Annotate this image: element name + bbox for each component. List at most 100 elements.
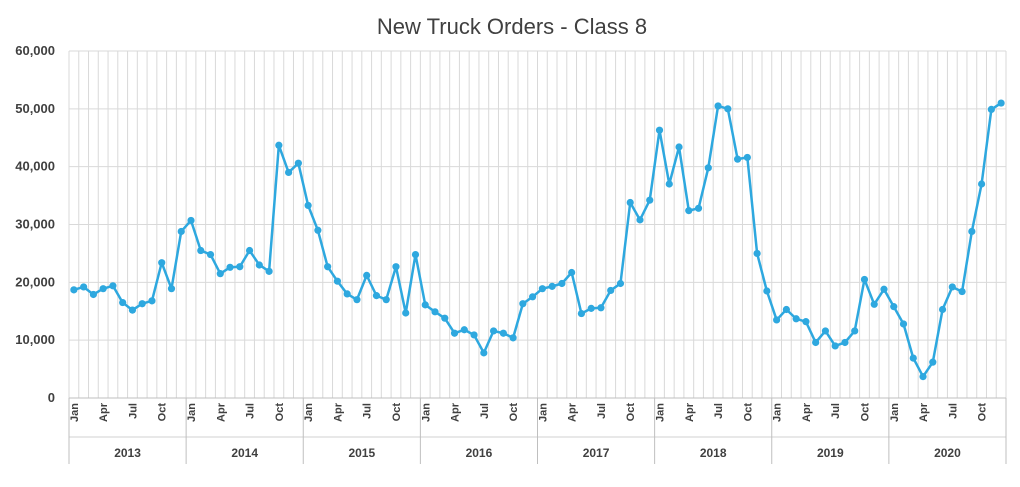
month-tick-label: Apr [918,402,930,422]
data-point [938,305,947,314]
data-point [763,287,771,295]
data-point [841,338,849,347]
data-point [860,275,869,284]
month-tick-label: Jan [772,403,784,422]
data-point [372,292,381,300]
y-tick-label: 10,000 [15,332,55,347]
y-tick-label: 30,000 [15,217,55,232]
y-tick-label: 20,000 [15,274,55,289]
data-point [119,298,127,307]
data-point [128,306,137,314]
data-point [704,164,712,172]
data-point [987,105,995,114]
month-tick-label: Jan [655,403,667,422]
data-point [99,285,107,293]
data-point [607,286,615,295]
data-point [294,159,302,167]
data-point [519,300,527,308]
month-tick-label: Apr [450,402,462,422]
data-point [226,263,234,271]
data-point [89,290,98,299]
data-point [109,282,117,290]
month-tick-label: Jan [420,403,432,422]
data-point [431,308,439,316]
data-point [587,304,595,312]
month-tick-label: Apr [215,402,227,422]
data-point [909,354,917,362]
data-point [929,358,937,366]
data-point [577,309,586,318]
data-point [382,296,390,304]
data-point [890,303,898,311]
data-point [919,373,927,381]
data-point [285,168,293,177]
month-tick-label: Apr [684,402,696,422]
data-point [343,290,351,298]
data-point [665,180,673,188]
month-tick-label: Oct [859,403,871,422]
data-point [167,285,176,293]
data-point [753,249,761,258]
data-point [265,267,273,275]
data-point [245,246,254,255]
month-tick-label: Oct [157,403,169,422]
data-point [977,180,986,188]
y-axis-tick-labels: 0 10,000 20,000 30,000 40,000 50,000 60,000 [15,43,55,405]
data-point [821,327,830,335]
data-point [236,263,244,271]
data-point [899,320,908,328]
month-tick-label: Jul [830,403,842,419]
month-tick-label: Jul [596,403,608,419]
year-label: 2017 [583,446,610,460]
month-tick-label: Jul [127,403,139,419]
data-point [568,268,576,277]
data-point [831,342,839,350]
month-tick-label: Oct [508,403,520,422]
data-point [802,318,810,326]
year-label: 2019 [817,446,844,460]
month-tick-label: Jul [947,403,959,419]
year-label: 2018 [700,446,727,460]
data-point [529,293,537,301]
data-point [80,283,88,291]
month-tick-label: Oct [391,403,403,422]
data-point [324,263,332,271]
data-point [392,263,400,271]
month-tick-label: Jul [479,403,491,419]
data-point [685,207,693,215]
data-point [275,141,283,149]
month-tick-label: Jul [362,403,374,419]
data-points [70,99,1005,381]
month-tick-label: Oct [742,403,754,422]
axes [68,397,1007,464]
y-tick-label: 60,000 [15,43,55,58]
month-tick-label: Jan [69,403,81,422]
data-point [411,250,420,259]
x-axis-tick-labels: 2013 2014 2015 2016 2017 2018 2019 2020 Jan Apr Ju… [69,402,989,460]
month-tick-label: Oct [977,403,989,422]
data-point [363,271,371,279]
month-tick-label: Jan [889,403,901,422]
data-point [773,316,781,324]
data-point [509,334,517,342]
month-tick-label: Oct [625,403,637,422]
data-point [314,226,322,234]
grid-lines [68,50,1007,399]
data-point [851,327,859,335]
data-point [968,227,976,236]
data-point [158,259,166,267]
data-point [187,216,195,225]
data-point [333,277,342,285]
data-point [733,155,742,163]
data-point [197,246,205,255]
month-tick-label: Apr [567,402,579,422]
y-tick-label: 50,000 [15,101,55,116]
data-point [626,198,634,207]
data-point [538,285,546,293]
month-tick-label: Apr [98,402,110,422]
data-point [480,349,488,357]
data-point [402,309,410,317]
data-point [958,287,966,296]
month-tick-label: Oct [274,403,286,422]
